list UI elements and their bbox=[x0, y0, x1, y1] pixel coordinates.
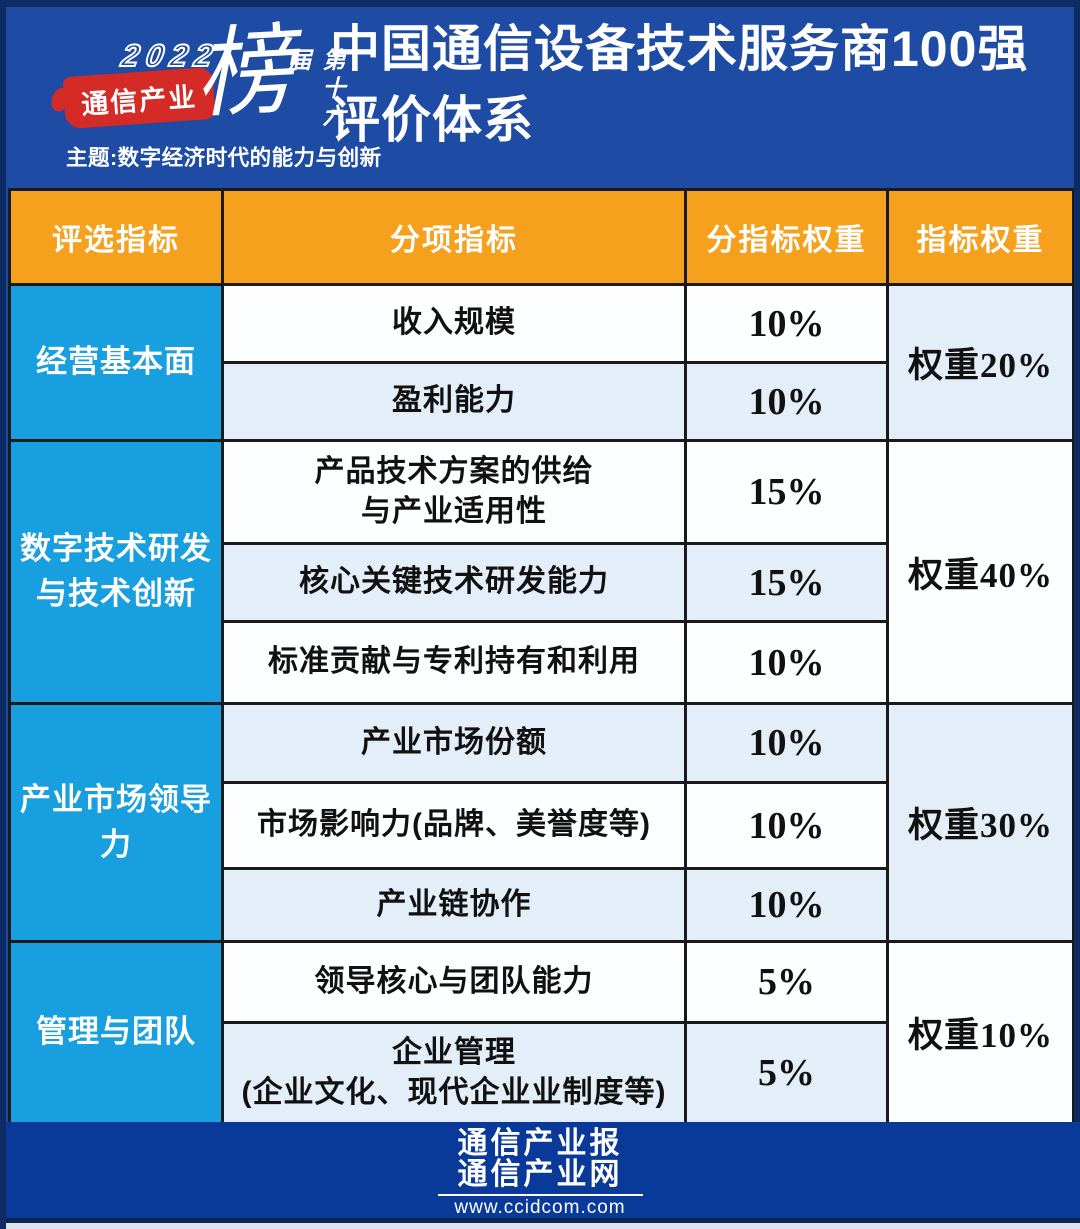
frame-left bbox=[0, 0, 6, 1229]
sub-weight-cell: 10% bbox=[684, 867, 889, 943]
footer-main: 通信产业报 通信产业网 www.ccidcom.com bbox=[0, 1122, 1080, 1218]
page-title: 中国通信设备技术服务商100强 评价体系 bbox=[330, 14, 1028, 156]
page-title-line1: 中国通信设备技术服务商100强 bbox=[330, 21, 1029, 77]
logo-brush-badge: 通信产业 bbox=[62, 66, 216, 130]
table-row: 数字技术研发与技术创新 产品技术方案的供给 与产业适用性 15% 权重40% bbox=[8, 439, 1075, 705]
brand-logo: 2022 通信产业 榜 第十六届 主题:数字经济时代的能力与创新 bbox=[30, 10, 381, 185]
sub-weight-cell: 10% bbox=[684, 620, 889, 705]
table-row: 盈利能力 10% bbox=[10, 361, 1074, 442]
column-header: 评选指标 bbox=[8, 188, 224, 286]
group-weight-cell: 权重20% bbox=[886, 283, 1075, 442]
sub-weight-cell: 15% bbox=[684, 542, 889, 623]
table-header-row: 评选指标 分项指标 分指标权重 指标权重 bbox=[8, 188, 1075, 286]
indicator-cell: 企业管理 (企业文化、现代企业业制度等) bbox=[221, 1021, 687, 1125]
page-title-line2: 评价体系 bbox=[330, 92, 534, 148]
sub-weight-cell: 10% bbox=[684, 361, 889, 442]
indicator-cell: 产品技术方案的供给 与产业适用性 bbox=[221, 439, 687, 545]
logo-brand-text: 通信产业 bbox=[80, 81, 199, 120]
header: 2022 通信产业 榜 第十六届 主题:数字经济时代的能力与创新 中国通信设备技… bbox=[0, 0, 1080, 188]
category-cell: 数字技术研发与技术创新 bbox=[8, 439, 224, 705]
table-row: 标准贡献与专利持有和利用 10% bbox=[10, 620, 1074, 705]
bottom-light-strip bbox=[0, 1223, 1080, 1229]
group-weight-cell: 权重10% bbox=[886, 940, 1075, 1125]
table-row: 经营基本面 收入规模 10% 权重20% bbox=[8, 283, 1075, 442]
indicator-cell: 核心关键技术研发能力 bbox=[221, 542, 687, 623]
group-weight-cell: 权重40% bbox=[886, 439, 1075, 705]
footer-url: www.ccidcom.com bbox=[454, 1197, 626, 1218]
column-header: 指标权重 bbox=[886, 188, 1075, 286]
column-header: 分指标权重 bbox=[684, 188, 889, 286]
evaluation-table: 评选指标 分项指标 分指标权重 指标权重 经营基本面 收入规模 10% 权重20% 盈利能力 1… bbox=[8, 188, 1075, 1125]
group-weight-cell: 权重30% bbox=[886, 702, 1075, 943]
table-row: 企业管理 (企业文化、现代企业业制度等) 5% bbox=[10, 1021, 1074, 1125]
footer-brand-line2: 通信产业网 bbox=[457, 1158, 623, 1191]
footer-brand-line1: 通信产业报 bbox=[457, 1127, 623, 1160]
sub-weight-cell: 10% bbox=[684, 702, 889, 784]
column-header: 分项指标 bbox=[221, 188, 687, 286]
table-row: 市场影响力(品牌、美誉度等) 10% bbox=[10, 781, 1074, 870]
sub-weight-cell: 10% bbox=[684, 283, 889, 364]
indicator-cell: 盈利能力 bbox=[221, 361, 687, 442]
category-cell: 经营基本面 bbox=[8, 283, 224, 442]
table-row: 产业链协作 10% bbox=[10, 867, 1074, 943]
indicator-cell: 产业市场份额 bbox=[221, 702, 687, 784]
table-row: 核心关键技术研发能力 15% bbox=[10, 542, 1074, 623]
logo-theme-text: 主题:数字经济时代的能力与创新 bbox=[66, 146, 382, 170]
sub-weight-cell: 10% bbox=[684, 781, 889, 870]
indicator-cell: 领导核心与团队能力 bbox=[221, 940, 687, 1024]
table-row: 管理与团队 领导核心与团队能力 5% 权重10% bbox=[8, 940, 1075, 1125]
indicator-cell: 标准贡献与专利持有和利用 bbox=[221, 620, 687, 705]
indicator-cell: 产业链协作 bbox=[221, 867, 687, 943]
indicator-cell: 收入规模 bbox=[221, 283, 687, 364]
category-cell: 产业市场领导力 bbox=[8, 702, 224, 943]
sub-weight-cell: 5% bbox=[684, 1021, 889, 1125]
logo-edition-text: 第十六届 bbox=[284, 48, 345, 132]
table-row: 产业市场领导力 产业市场份额 10% 权重30% bbox=[8, 702, 1075, 943]
footer: 通信产业报 通信产业网 www.ccidcom.com bbox=[0, 1122, 1080, 1229]
frame-top bbox=[0, 0, 1080, 7]
indicator-cell: 市场影响力(品牌、美誉度等) bbox=[221, 781, 687, 870]
bottom-dark-strip bbox=[0, 1218, 1080, 1223]
sub-weight-cell: 5% bbox=[684, 940, 889, 1024]
frame-right bbox=[1074, 0, 1080, 1122]
footer-divider bbox=[437, 1194, 643, 1196]
category-cell: 管理与团队 bbox=[8, 940, 224, 1125]
sub-weight-cell: 15% bbox=[684, 439, 889, 545]
